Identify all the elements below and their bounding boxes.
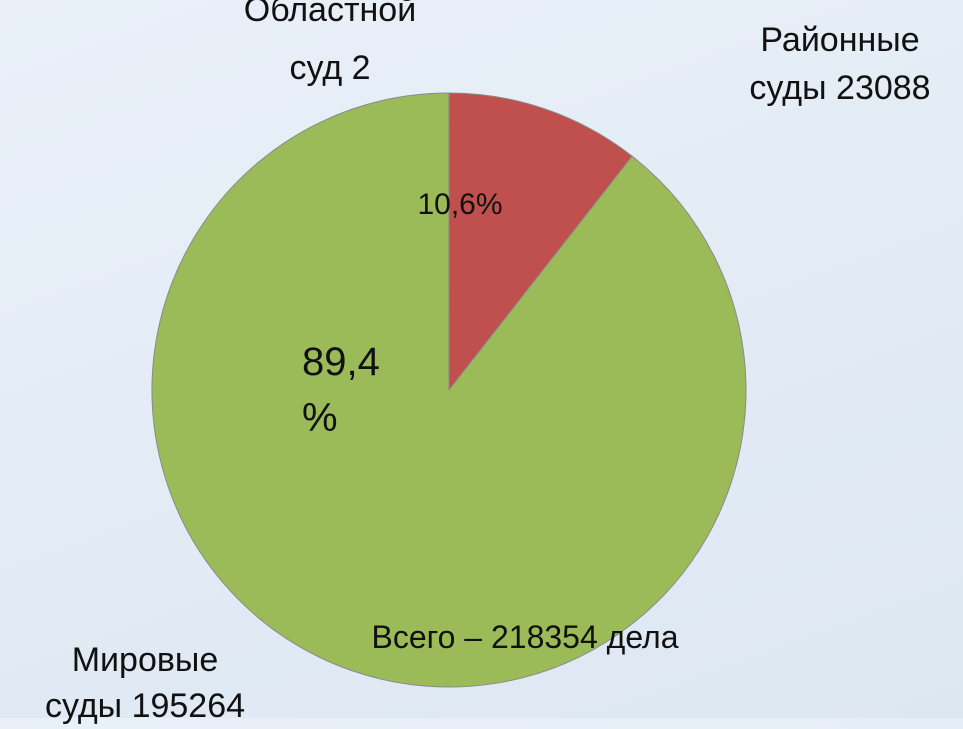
- category-name: Областной суд: [244, 0, 416, 87]
- share-label: 89,4 %: [302, 334, 402, 446]
- category-label: Районные суды 23088: [725, 16, 955, 112]
- total-annotation: Всего – 218354 дела: [280, 620, 770, 654]
- category-label: Областной суд 2: [215, 0, 445, 97]
- category-value: 195264: [132, 687, 245, 725]
- category-value: 2: [352, 49, 371, 87]
- pie-slice: [152, 93, 746, 687]
- category-value: 23088: [836, 69, 931, 107]
- share-label: 10,6%: [380, 185, 540, 225]
- category-label: Мировые суды 195264: [30, 637, 260, 729]
